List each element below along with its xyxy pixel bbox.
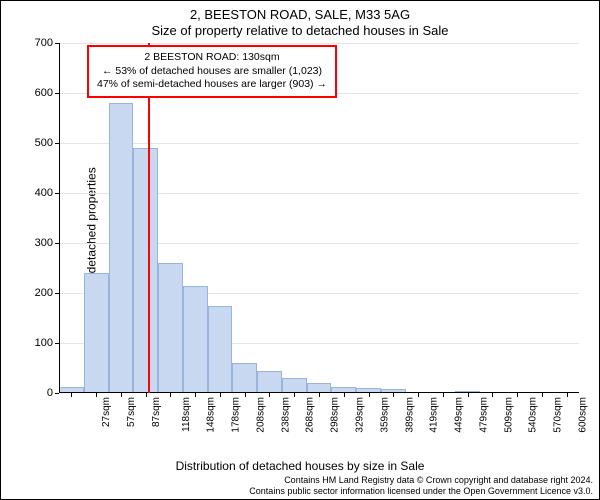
xtick-mark [567, 393, 568, 397]
xtick-mark [468, 393, 469, 397]
xtick-mark [71, 393, 72, 397]
footer-line-2: Contains public sector information licen… [249, 486, 593, 497]
xtick-mark [517, 393, 518, 397]
title-sub: Size of property relative to detached ho… [1, 23, 599, 38]
title-main: 2, BEESTON ROAD, SALE, M33 5AG [1, 7, 599, 22]
xtick-label: 27sqm [101, 397, 112, 427]
xtick-mark [294, 393, 295, 397]
info-line-3: 47% of semi-detached houses are larger (… [97, 78, 327, 92]
xtick-label: 449sqm [454, 397, 465, 433]
xtick-mark [146, 393, 147, 397]
xtick-label: 509sqm [503, 397, 514, 433]
ytick-label: 0 [47, 387, 59, 399]
xtick-label: 359sqm [379, 397, 390, 433]
xtick-mark [96, 393, 97, 397]
xtick-label: 570sqm [553, 397, 564, 433]
xtick-mark [369, 393, 370, 397]
xtick-label: 238sqm [280, 397, 291, 433]
info-line-1: 2 BEESTON ROAD: 130sqm [97, 51, 327, 65]
xtick-label: 148sqm [206, 397, 217, 433]
xtick-label: 178sqm [231, 397, 242, 433]
xtick-label: 268sqm [305, 397, 316, 433]
chart-container: 2, BEESTON ROAD, SALE, M33 5AG Size of p… [0, 0, 600, 500]
footer: Contains HM Land Registry data © Crown c… [249, 475, 593, 497]
xtick-label: 87sqm [151, 397, 162, 427]
xtick-label: 57sqm [126, 397, 137, 427]
xtick-mark [220, 393, 221, 397]
xtick-mark [245, 393, 246, 397]
xtick-label: 298sqm [330, 397, 341, 433]
ytick-label: 300 [35, 237, 59, 249]
plot-area: 0100200300400500600700 27sqm57sqm87sqm11… [59, 43, 579, 393]
ytick-label: 500 [35, 137, 59, 149]
ytick-label: 700 [35, 37, 59, 49]
xtick-label: 540sqm [528, 397, 539, 433]
xtick-mark [269, 393, 270, 397]
xtick-mark [492, 393, 493, 397]
ytick-label: 600 [35, 87, 59, 99]
xtick-label: 118sqm [181, 397, 192, 432]
xtick-mark [121, 393, 122, 397]
xtick-mark [319, 393, 320, 397]
info-line-2: ← 53% of detached houses are smaller (1,… [97, 65, 327, 79]
x-axis-label: Distribution of detached houses by size … [1, 459, 599, 473]
xtick-mark [195, 393, 196, 397]
xtick-label: 208sqm [256, 397, 267, 433]
xtick-mark [418, 393, 419, 397]
xtick-mark [344, 393, 345, 397]
xtick-label: 329sqm [355, 397, 366, 433]
ytick-label: 200 [35, 287, 59, 299]
ytick-label: 100 [35, 337, 59, 349]
xtick-label: 600sqm [577, 397, 588, 433]
xtick-mark [393, 393, 394, 397]
xtick-label: 389sqm [404, 397, 415, 433]
xtick-label: 479sqm [478, 397, 489, 433]
footer-line-1: Contains HM Land Registry data © Crown c… [249, 475, 593, 486]
xtick-mark [542, 393, 543, 397]
ytick-label: 400 [35, 187, 59, 199]
xtick-mark [443, 393, 444, 397]
xtick-mark [170, 393, 171, 397]
xtick-label: 419sqm [429, 397, 440, 433]
info-box: 2 BEESTON ROAD: 130sqm ← 53% of detached… [87, 45, 337, 98]
